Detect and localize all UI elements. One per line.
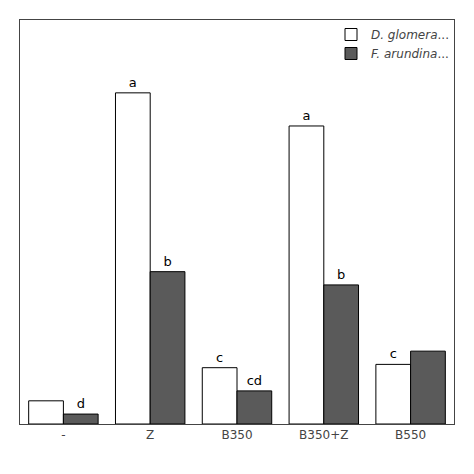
svg-text:c: c bbox=[390, 346, 397, 361]
svg-text:d: d bbox=[77, 396, 85, 411]
svg-text:a: a bbox=[302, 108, 310, 123]
svg-text:F. arundina...: F. arundina... bbox=[371, 47, 449, 61]
svg-text:D. glomera...: D. glomera... bbox=[371, 28, 449, 42]
svg-text:B350+Z: B350+Z bbox=[299, 428, 348, 442]
svg-text:B550: B550 bbox=[395, 428, 426, 442]
svg-text:-: - bbox=[61, 428, 65, 442]
svg-text:a: a bbox=[129, 75, 137, 90]
svg-text:Z: Z bbox=[146, 428, 154, 442]
svg-text:B350: B350 bbox=[221, 428, 252, 442]
svg-text:b: b bbox=[337, 267, 345, 282]
svg-text:b: b bbox=[163, 254, 171, 269]
svg-text:cd: cd bbox=[247, 373, 262, 388]
svg-text:c: c bbox=[216, 350, 223, 365]
